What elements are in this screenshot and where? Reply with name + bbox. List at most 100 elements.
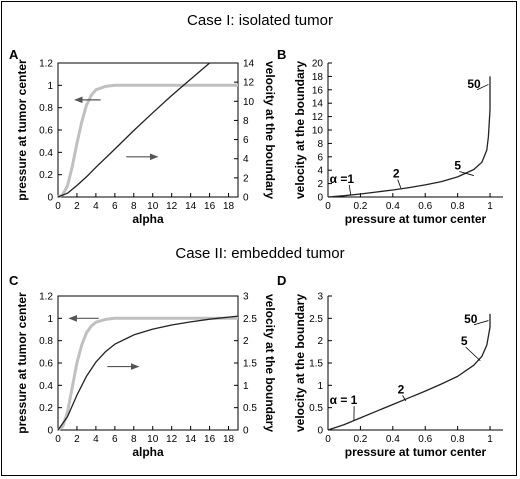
panel-label-B: B (277, 47, 286, 62)
y-tick-label: 16 (312, 85, 324, 96)
y-tick-label: 0.8 (39, 336, 53, 347)
x-tick-label: 4 (93, 201, 99, 212)
panel-B: B0 0.2 0.4 0.6 0.8 102468101214161820pressure… (277, 47, 503, 226)
series-line-main (327, 313, 491, 431)
series-line-left (57, 316, 238, 432)
y-tick-label: 4 (317, 166, 323, 177)
x-tick-label: 0.4 (386, 434, 400, 445)
y-tick-label: 0 (47, 426, 53, 437)
y-tick-label: 0.2 (39, 170, 53, 181)
panel-label-C: C (9, 273, 19, 288)
y2-tick-label: 0 (243, 193, 249, 204)
y-tick-label: 0.4 (39, 148, 53, 159)
y-tick-label: 2.5 (309, 314, 323, 325)
y2-tick-label: 2.5 (243, 314, 257, 325)
x-tick-label: 14 (185, 434, 197, 445)
x-tick-label: 0.4 (386, 201, 400, 212)
x-tick-label: 6 (112, 434, 118, 445)
curve-annotation: 2 (398, 382, 405, 396)
y-tick-label: 8 (317, 139, 323, 150)
y-tick-label: 0.8 (39, 103, 53, 114)
x-tick-label: 10 (147, 201, 159, 212)
plot-frame (57, 295, 239, 431)
y-tick-label: 1 (47, 81, 53, 92)
y2-tick-label: 0.5 (243, 403, 257, 414)
y2-axis-label: velocity at the boundary (263, 294, 277, 432)
panel-label-A: A (9, 47, 19, 62)
x-tick-label: 18 (223, 434, 235, 445)
y-tick-label: 0 (317, 193, 323, 204)
x-tick-label: 8 (131, 434, 137, 445)
y2-tick-label: 8 (243, 116, 249, 127)
x-tick-label: 1 (487, 434, 493, 445)
x-tick-label: 2 (74, 201, 80, 212)
annotation-leader (476, 84, 489, 91)
curve-annotation: 50 (467, 77, 481, 91)
x-tick-label: 0 (55, 434, 61, 445)
x-tick-label: 16 (204, 201, 216, 212)
curve-annotation: 5 (454, 159, 461, 173)
annotation-leader (459, 171, 474, 176)
x-tick-label: 4 (93, 434, 99, 445)
series-line-right (57, 62, 211, 198)
panel-C: C 0 2 4 6 8 10 12 14 16 18 0 0.2 0.4 0.6 0.8 1 1.2 0 0.5 1 1.… (9, 273, 277, 459)
curve-annotation: 5 (461, 334, 468, 348)
annotation-leader (397, 179, 402, 189)
x-tick-label: 18 (223, 201, 235, 212)
x-axis-label: pressure at tumor center (345, 212, 487, 226)
x-tick-label: 0 (325, 201, 331, 212)
y2-axis-label: velocity at the boundary (263, 61, 277, 199)
x-tick-label: 10 (147, 434, 159, 445)
curve-annotation: 50 (464, 312, 478, 326)
curve-annotation: α =1 (330, 172, 355, 186)
x-tick-label: 0.2 (353, 201, 367, 212)
y-axis-label: velocity at the boundary (293, 294, 307, 432)
x-axis-label: alpha (132, 212, 164, 226)
y-tick-label: 1 (47, 314, 53, 325)
y2-tick-label: 1.5 (243, 359, 257, 370)
x-tick-label: 14 (185, 201, 197, 212)
panel-label-D: D (277, 273, 286, 288)
x-tick-label: 0.6 (418, 434, 432, 445)
y-tick-label: 0 (47, 193, 53, 204)
series-line-right (57, 315, 239, 431)
y2-tick-label: 4 (243, 154, 249, 165)
x-axis-label: alpha (132, 445, 164, 459)
annotation-leader (465, 346, 481, 362)
y2-tick-label: 0 (243, 426, 249, 437)
x-tick-label: 0.2 (353, 434, 367, 445)
y-tick-label: 10 (312, 126, 324, 137)
annotation-leader (473, 320, 489, 326)
case-title-1: Case I: isolated tumor (187, 12, 333, 29)
curve-annotation: 2 (393, 167, 400, 181)
x-tick-label: 0 (55, 201, 61, 212)
y2-tick-label: 14 (243, 59, 255, 70)
y-tick-label: 1 (317, 381, 323, 392)
x-tick-label: 0.8 (451, 434, 465, 445)
y-tick-label: 0.4 (39, 381, 53, 392)
x-tick-label: 16 (204, 434, 216, 445)
y-tick-label: 2 (317, 336, 323, 347)
series-line-main (327, 76, 491, 198)
plot-frame (57, 62, 239, 198)
y2-tick-label: 12 (243, 78, 255, 89)
y-tick-label: 6 (317, 152, 323, 163)
y-tick-label: 2 (317, 179, 323, 190)
x-axis-label: pressure at tumor center (345, 445, 487, 459)
y2-tick-label: 3 (243, 292, 249, 303)
y-tick-label: 0.6 (39, 126, 53, 137)
panel-D: D 0 0.2 0.4 0.6 0.8 1 0 0.5 1 1.5 2 2.5 3 pressure at … (277, 273, 503, 459)
y-axis-label: velocity at the boundary (293, 61, 307, 199)
y-axis-label: pressure at tumor center (15, 59, 29, 201)
x-tick-label: 12 (166, 201, 178, 212)
case-title-2: Case II: embedded tumor (175, 245, 344, 262)
y-tick-label: 1.5 (309, 359, 323, 370)
y-tick-label: 12 (312, 112, 324, 123)
y-tick-label: 20 (312, 59, 324, 70)
y2-tick-label: 10 (243, 97, 255, 108)
panel-A: A 0 2 4 6 8 10 12 14 16 18 0 0.2 0.4 0.6 0.8 1 1.2 0 2 4 6 8 10… (9, 47, 277, 226)
y2-tick-label: 2 (243, 173, 249, 184)
